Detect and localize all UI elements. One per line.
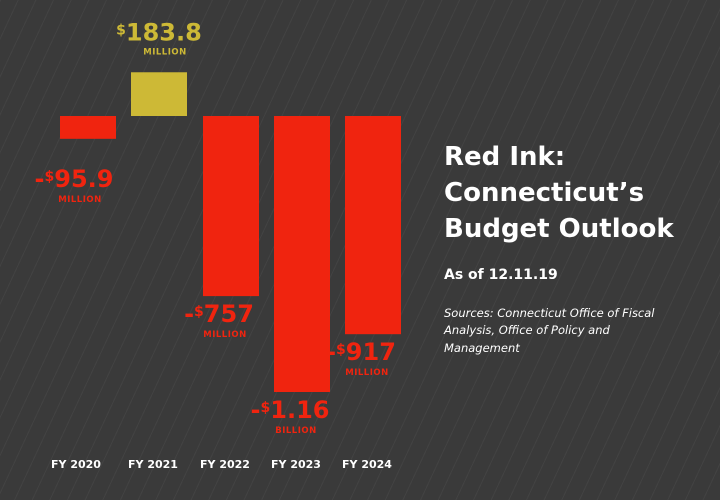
x-tick-4: FY 2023 [271,458,321,471]
as-of-date: As of 12.11.19 [444,266,558,283]
x-tick-3: FY 2022 [200,458,250,471]
value-label-2: $183.8 [116,18,202,46]
value-label-4: -$1.16 [251,396,330,424]
x-tick-2: FY 2021 [128,458,178,471]
value-label-5: -$917 [326,338,396,366]
title-line-2: Connecticut’s [444,177,645,208]
bar-1 [60,116,116,139]
bar-5 [345,116,401,335]
chart-title: Red Ink: Connecticut’s Budget Outlook [444,140,714,248]
title-block: Red Ink: Connecticut’s Budget Outlook As… [444,140,714,358]
bar-2 [131,72,187,116]
x-tick-5: FY 2024 [342,458,392,471]
bar-3 [203,116,259,297]
value-unit-1: MILLION [58,195,101,205]
value-unit-5: MILLION [345,368,388,378]
x-tick-1: FY 2020 [51,458,101,471]
value-unit-3: MILLION [203,330,246,340]
bar-4 [274,116,330,392]
title-line-3: Budget Outlook [444,213,674,244]
value-unit-2: MILLION [143,47,186,57]
value-label-3: -$757 [184,300,254,328]
sources-note: Sources: Connecticut Office of Fiscal An… [444,305,655,356]
value-unit-4: BILLION [275,426,316,436]
value-label-1: -$95.9 [35,165,114,193]
title-line-1: Red Ink: [444,142,566,172]
